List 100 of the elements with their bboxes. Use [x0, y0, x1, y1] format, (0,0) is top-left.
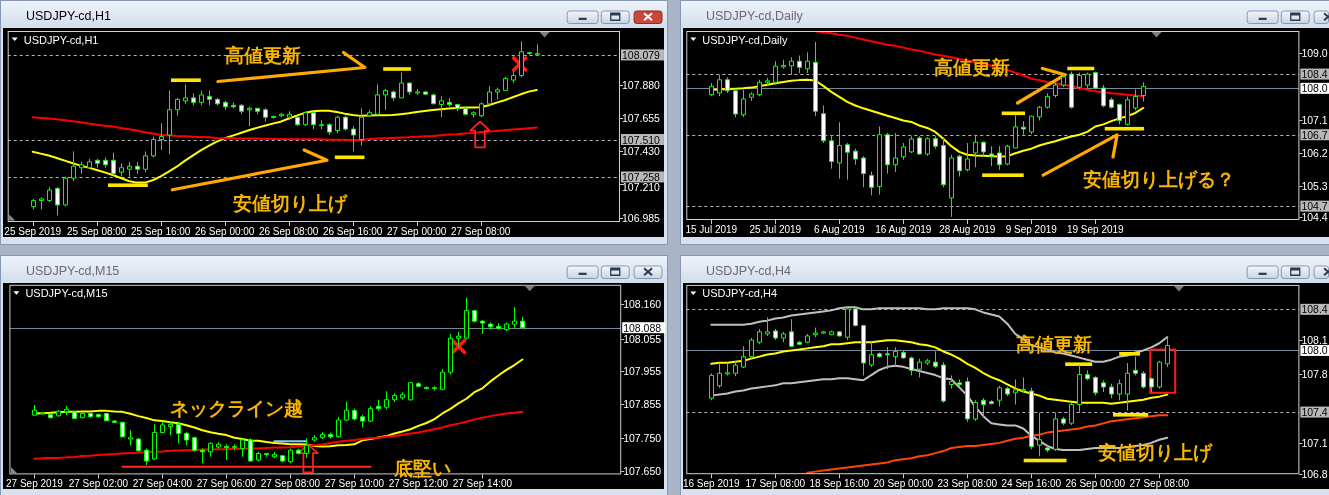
- candlestick: [447, 97, 452, 108]
- ref-line-label: 107.4: [1301, 406, 1328, 419]
- chart-subtitle: USDJPY-cd,H1: [23, 33, 99, 46]
- candlestick: [789, 56, 794, 76]
- candlestick: [311, 110, 316, 130]
- candlestick: [709, 82, 714, 97]
- candlestick: [1013, 379, 1018, 405]
- candlestick: [488, 321, 493, 331]
- candlestick: [255, 107, 260, 115]
- candlestick: [39, 196, 44, 210]
- candlestick: [717, 362, 722, 389]
- x-tick-label: 16 Aug 2019: [875, 223, 932, 235]
- candlestick: [821, 104, 826, 144]
- candlestick: [885, 346, 890, 370]
- line-series: [31, 116, 538, 141]
- candlestick: [1069, 401, 1074, 426]
- candlestick: [31, 198, 36, 210]
- candlestick: [455, 103, 460, 112]
- candlestick: [480, 319, 485, 335]
- annotation: 安値切り上げ: [233, 193, 349, 215]
- x-tick-label: 16 Sep 2019: [682, 477, 741, 489]
- candlestick: [797, 54, 802, 74]
- candlestick: [223, 100, 228, 111]
- candlestick: [1117, 103, 1122, 125]
- candlestick: [741, 89, 746, 118]
- candlestick: [709, 372, 714, 401]
- candlestick: [781, 59, 786, 70]
- candlestick: [352, 408, 357, 421]
- candlestick: [527, 51, 532, 56]
- candlestick: [56, 409, 61, 418]
- candlestick: [175, 97, 180, 117]
- y-tick-label: 107.1: [1301, 114, 1328, 127]
- candlestick: [360, 414, 365, 429]
- ref-line-label: 104.7: [1301, 200, 1328, 213]
- ref-line-label: 108.079: [622, 48, 661, 61]
- candlestick: [63, 176, 68, 207]
- candlestick: [949, 374, 954, 390]
- candlestick: [367, 109, 372, 118]
- candlestick: [32, 404, 37, 417]
- candlestick: [88, 412, 93, 419]
- x-tick-label: 28 Aug 2019: [939, 223, 996, 235]
- candlestick: [504, 321, 509, 332]
- candlestick: [725, 362, 730, 376]
- candlestick: [885, 132, 890, 175]
- candlestick: [159, 122, 164, 151]
- candlestick: [424, 385, 429, 390]
- x-tick-label: 25 Sep 08:00: [66, 225, 127, 237]
- candlestick: [1045, 445, 1050, 453]
- x-tick-label: 6 Aug 2019: [814, 223, 866, 235]
- candlestick: [1029, 114, 1034, 135]
- x-tick-label: 27 Sep 08:00: [1129, 477, 1190, 489]
- candlestick: [320, 431, 325, 440]
- candlestick: [997, 385, 1002, 408]
- candlestick: [869, 341, 874, 368]
- candlestick: [264, 452, 269, 458]
- candlestick: [127, 161, 132, 178]
- candlestick: [861, 155, 866, 188]
- candlestick: [1061, 74, 1066, 88]
- candlestick: [328, 431, 333, 439]
- x-tick-label: 27 Sep 08:00: [450, 225, 511, 237]
- candlestick: [288, 448, 293, 464]
- candlestick: [368, 405, 373, 423]
- candlestick: [949, 154, 954, 218]
- candlestick: [1021, 376, 1026, 393]
- candlestick: [199, 89, 204, 106]
- candlestick: [200, 448, 205, 464]
- ref-line-label: 107.258: [622, 170, 661, 183]
- candlestick: [765, 316, 770, 337]
- candlestick: [1053, 82, 1058, 99]
- candlestick: [495, 86, 500, 100]
- annotation: 底堅い: [392, 457, 451, 479]
- y-tick-label: 107.880: [622, 78, 661, 91]
- chart-title: USDJPY-cd,H1: [26, 8, 112, 23]
- candlestick: [215, 97, 220, 106]
- candlestick: [423, 90, 428, 96]
- candlestick: [303, 110, 308, 127]
- y-tick-label: 107.210: [622, 180, 661, 193]
- candlestick: [192, 436, 197, 453]
- y-tick-label: 107.8: [1301, 368, 1328, 381]
- chart-title: USDJPY-cd,H4: [706, 263, 792, 278]
- candlestick: [240, 437, 245, 458]
- candlestick: [232, 443, 237, 451]
- candlestick: [981, 141, 986, 157]
- x-tick-label: 27 Sep 2019: [6, 477, 64, 489]
- candlestick: [176, 421, 181, 444]
- candlestick: [925, 358, 930, 366]
- candlestick: [1077, 364, 1082, 414]
- candlestick: [471, 110, 476, 118]
- candlestick: [813, 41, 818, 117]
- candlestick: [733, 360, 738, 377]
- candlestick: [717, 74, 722, 97]
- candlestick: [496, 322, 501, 331]
- candlestick: [1085, 369, 1090, 381]
- candlestick: [781, 331, 786, 343]
- candlestick: [72, 410, 77, 420]
- candlestick: [1101, 379, 1106, 393]
- candlestick: [399, 72, 404, 99]
- x-tick-label: 27 Sep 06:00: [196, 477, 257, 489]
- candlestick: [448, 333, 453, 376]
- candlestick: [933, 350, 938, 369]
